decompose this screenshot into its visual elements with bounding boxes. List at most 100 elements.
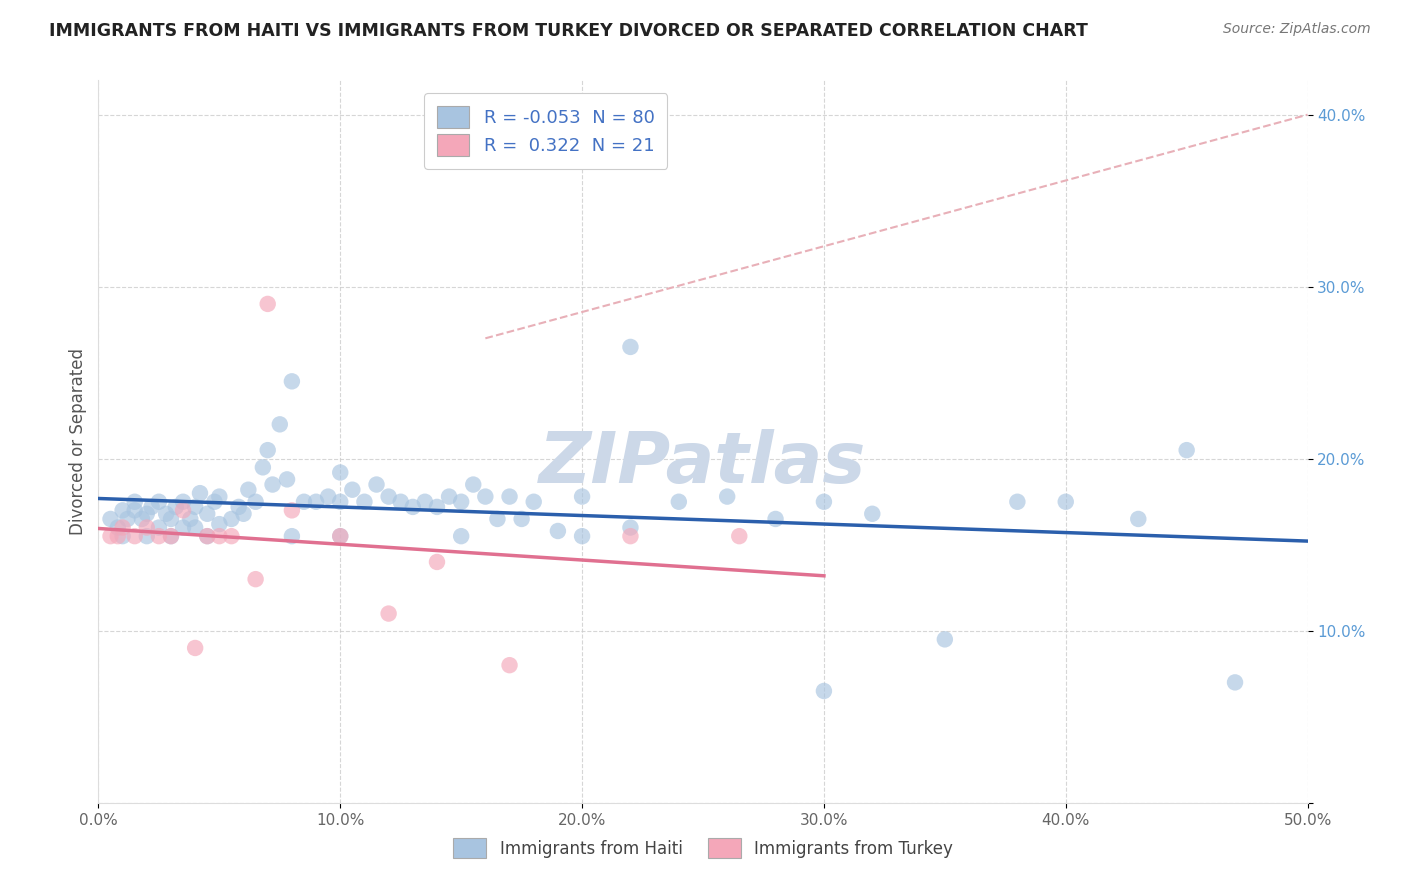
Point (148, 529, 170, 543)
Point (172, 503, 194, 517)
Legend: Immigrants from Haiti, Immigrants from Turkey: Immigrants from Haiti, Immigrants from T… (444, 830, 962, 867)
Point (329, 529, 352, 543)
Point (188, 486, 211, 500)
Point (245, 572, 267, 586)
Point (668, 494, 690, 508)
Point (547, 524, 569, 538)
Point (135, 529, 157, 543)
Point (111, 503, 134, 517)
Y-axis label: Divorced or Separated: Divorced or Separated (69, 348, 87, 535)
Point (252, 460, 274, 475)
Point (281, 375, 304, 389)
Point (124, 529, 146, 543)
Text: Source: ZipAtlas.com: Source: ZipAtlas.com (1223, 22, 1371, 37)
Point (184, 500, 207, 514)
Point (389, 494, 412, 508)
Text: ZIPatlas: ZIPatlas (540, 429, 866, 498)
Point (765, 512, 787, 526)
Point (860, 507, 883, 521)
Point (184, 520, 207, 534)
Point (1223, 675, 1246, 690)
Point (329, 494, 352, 508)
Point (111, 520, 134, 534)
Point (571, 529, 593, 543)
Point (179, 512, 201, 526)
Point (232, 507, 254, 521)
Point (619, 520, 641, 534)
Point (269, 417, 291, 432)
Point (510, 512, 533, 526)
Point (329, 529, 352, 543)
Point (124, 503, 146, 517)
Point (165, 500, 187, 514)
Point (474, 490, 496, 504)
Point (117, 512, 139, 526)
Point (141, 500, 163, 514)
Point (281, 503, 304, 517)
Point (342, 483, 364, 497)
Point (172, 494, 194, 508)
Point (256, 297, 278, 311)
Point (450, 529, 472, 543)
Point (292, 494, 315, 508)
Point (281, 529, 304, 543)
Point (195, 529, 218, 543)
Point (934, 632, 956, 647)
Point (426, 500, 449, 514)
Point (305, 494, 328, 508)
Point (426, 555, 449, 569)
Point (498, 658, 520, 673)
Point (155, 507, 177, 521)
Point (160, 529, 183, 543)
Point (131, 512, 153, 526)
Point (124, 494, 146, 508)
Point (1007, 494, 1029, 508)
Point (366, 477, 388, 491)
Point (1054, 494, 1077, 508)
Point (486, 512, 509, 526)
Point (195, 507, 218, 521)
Point (571, 490, 593, 504)
Point (316, 490, 339, 504)
Point (100, 529, 122, 543)
Point (498, 490, 520, 504)
Point (160, 529, 183, 543)
Point (221, 529, 243, 543)
Point (463, 477, 485, 491)
Point (148, 520, 170, 534)
Point (195, 529, 218, 543)
Point (107, 529, 129, 543)
Point (402, 500, 425, 514)
Text: IMMIGRANTS FROM HAITI VS IMMIGRANTS FROM TURKEY DIVORCED OR SEPARATED CORRELATIO: IMMIGRANTS FROM HAITI VS IMMIGRANTS FROM… (49, 22, 1088, 40)
Point (437, 490, 460, 504)
Point (377, 607, 399, 621)
Point (204, 494, 226, 508)
Point (413, 494, 436, 508)
Point (728, 529, 751, 543)
Point (135, 507, 157, 521)
Point (107, 520, 129, 534)
Point (238, 483, 260, 497)
Point (716, 490, 738, 504)
Point (619, 529, 641, 543)
Point (172, 520, 194, 534)
Point (184, 640, 207, 655)
Point (160, 512, 183, 526)
Point (813, 684, 835, 698)
Point (100, 512, 122, 526)
Point (256, 443, 278, 458)
Point (208, 517, 231, 532)
Point (523, 494, 546, 508)
Point (245, 494, 267, 508)
Point (111, 529, 134, 543)
Point (619, 340, 641, 354)
Point (276, 472, 298, 486)
Point (450, 494, 472, 508)
Point (353, 494, 375, 508)
Point (262, 477, 284, 491)
Point (148, 494, 170, 508)
Point (1175, 443, 1198, 458)
Point (208, 490, 231, 504)
Point (135, 520, 157, 534)
Point (1128, 512, 1150, 526)
